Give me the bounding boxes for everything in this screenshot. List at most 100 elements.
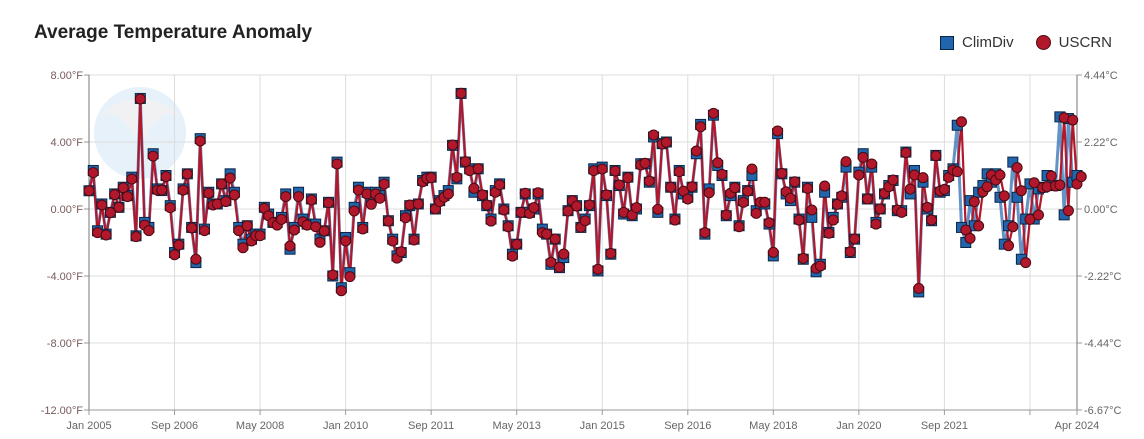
uscrn-point [502,221,514,233]
uscrn-point [746,163,758,175]
uscrn-point [917,172,929,184]
uscrn-point [241,220,253,232]
circle-marker-icon [1035,35,1051,50]
uscrn-point [763,217,775,229]
uscrn-point [288,224,300,236]
uscrn-point [545,256,557,268]
y-right-tick-label: 0.00°C [1084,204,1118,216]
uscrn-point [87,167,99,179]
uscrn-point [819,180,831,192]
uscrn-point [926,214,938,226]
uscrn-point [793,214,805,226]
uscrn-point [147,150,159,162]
uscrn-point [476,189,488,201]
uscrn-point [844,246,856,258]
legend: ClimDiv USCRN [939,34,1112,51]
uscrn-point [323,197,335,209]
uscrn-point [853,169,865,181]
uscrn-point [387,235,399,247]
uscrn-point [305,194,317,206]
uscrn-point [459,156,471,168]
uscrn-point [395,246,407,258]
uscrn-point [579,215,591,227]
uscrn-point [331,158,343,170]
uscrn-point [849,233,861,245]
uscrn-point [823,227,835,239]
uscrn-point [553,261,565,273]
uscrn-point [203,187,215,199]
y-right-tick-label: -4.44°C [1084,338,1121,350]
uscrn-point [100,229,112,241]
y-tick-label: 0.00°F [50,204,83,216]
uscrn-point [703,187,715,199]
uscrn-point [1024,213,1036,225]
uscrn-point [468,182,480,194]
uscrn-point [686,181,698,193]
uscrn-point [541,228,553,240]
uscrn-point [528,202,540,214]
uscrn-point [485,215,497,227]
uscrn-point [904,183,916,195]
uscrn-point [648,129,660,141]
uscrn-point [275,213,287,225]
uscrn-point [143,225,155,237]
uscrn-point [776,167,788,179]
uscrn-point [750,207,762,219]
uscrn-point [1011,162,1023,174]
uscrn-point [789,176,801,188]
uscrn-point [973,220,985,232]
uscrn-point [596,163,608,175]
chart-title: Average Temperature Anomaly [34,22,313,43]
uscrn-point [622,172,634,184]
uscrn-point [857,151,869,163]
uscrn-point [802,182,814,194]
uscrn-point [601,189,613,201]
uscrn-point [767,246,779,258]
uscrn-point [399,212,411,224]
uscrn-point [374,192,386,204]
uscrn-point [797,252,809,264]
uscrn-point [921,201,933,213]
uscrn-point [938,183,950,195]
x-tick-label: May 2008 [236,420,284,432]
uscrn-point [519,187,531,199]
uscrn-point [571,200,583,212]
uscrn-point [314,236,326,248]
uscrn-point [130,231,142,243]
uscrn-point [733,221,745,233]
uscrn-point [695,121,707,133]
uscrn-point [190,253,202,265]
uscrn-point [425,172,437,184]
uscrn-point [716,168,728,180]
uscrn-point [737,196,749,208]
uscrn-point [280,191,292,203]
uscrn-point [382,215,394,227]
uscrn-point [913,282,925,294]
uscrn-point [690,145,702,157]
uscrn-point [759,196,771,208]
legend-label: USCRN [1058,34,1112,51]
uscrn-point [956,116,968,128]
uscrn-point [630,202,642,214]
x-tick-label: May 2013 [493,420,541,432]
y-tick-label: -4.00°F [47,271,83,283]
uscrn-point [998,190,1010,202]
uscrn-point [121,191,133,203]
uscrn-point [284,240,296,252]
legend-item-uscrn[interactable]: USCRN [1035,34,1112,51]
legend-item-climdiv[interactable]: ClimDiv [939,34,1014,51]
uscrn-point [836,190,848,202]
uscrn-point [583,199,595,211]
uscrn-point [994,169,1006,181]
uscrn-point [198,225,210,237]
uscrn-point [1062,205,1074,217]
uscrn-point [455,87,467,99]
uscrn-point [1015,185,1027,197]
uscrn-point [442,188,454,200]
uscrn-point [558,248,570,260]
uscrn-point [134,93,146,105]
uscrn-point [549,233,561,245]
uscrn-point [156,184,168,196]
uscrn-point [772,125,784,137]
